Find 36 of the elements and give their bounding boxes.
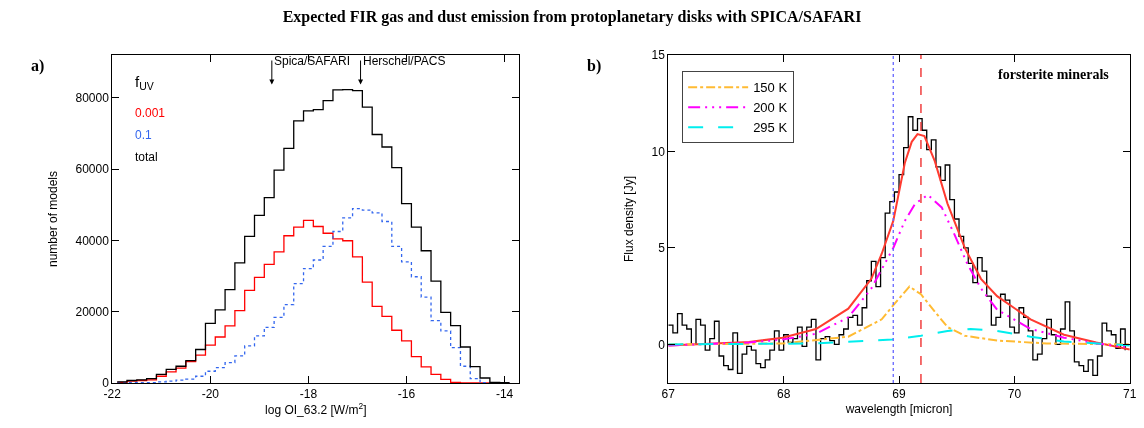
text: total bbox=[135, 150, 158, 164]
y-tick-label: 20000 bbox=[75, 304, 110, 319]
x-tick-label: -14 bbox=[495, 387, 514, 402]
y-tick-label: 80000 bbox=[75, 90, 110, 105]
text: b) bbox=[587, 57, 602, 75]
y-tick-label: 10 bbox=[651, 144, 666, 159]
y-tick-label: 60000 bbox=[75, 162, 110, 177]
text: a) bbox=[31, 57, 45, 75]
text: 0.001 bbox=[135, 106, 166, 120]
y-tick-label: 40000 bbox=[75, 233, 110, 248]
x-tick-label: -20 bbox=[201, 387, 220, 402]
x-tick-label: 71 bbox=[1123, 387, 1137, 402]
x-tick-label: 68 bbox=[776, 387, 791, 402]
y-tick-label: 15 bbox=[651, 48, 666, 63]
text: 0.1 bbox=[135, 128, 153, 142]
legend-label: 150 K bbox=[753, 80, 788, 96]
y-axis-title: Flux density [Jy] bbox=[621, 175, 636, 263]
x-axis-title: log OI_63.2 [W/m$^{2}$] bbox=[265, 401, 367, 418]
x-tick-label: -16 bbox=[397, 387, 416, 402]
legend-label: 200 K bbox=[753, 100, 788, 116]
x-tick-label: 69 bbox=[892, 387, 907, 402]
x-tick-label: -18 bbox=[299, 387, 318, 402]
legend-title: f$_{UV}$ bbox=[135, 73, 154, 93]
y-tick-label: 0 bbox=[658, 337, 666, 352]
legend-label: 295 K bbox=[753, 120, 788, 136]
x-tick-label: 67 bbox=[661, 387, 676, 402]
annotation: forsterite minerals bbox=[998, 67, 1110, 82]
annotation: Herschel/PACS bbox=[363, 54, 446, 68]
annotation: Spica/SAFARI bbox=[274, 54, 351, 68]
x-axis-title: wavelength [micron] bbox=[844, 402, 953, 417]
y-tick-label: 5 bbox=[658, 241, 666, 256]
line-series bbox=[668, 327, 1130, 347]
y-axis-title: number of models bbox=[45, 170, 60, 268]
text: Expected FIR gas and dust emission from protoplanetary disks with SPICA/SAFARI bbox=[282, 7, 862, 26]
x-tick-label: -22 bbox=[103, 387, 122, 402]
x-tick-label: 70 bbox=[1007, 387, 1022, 402]
